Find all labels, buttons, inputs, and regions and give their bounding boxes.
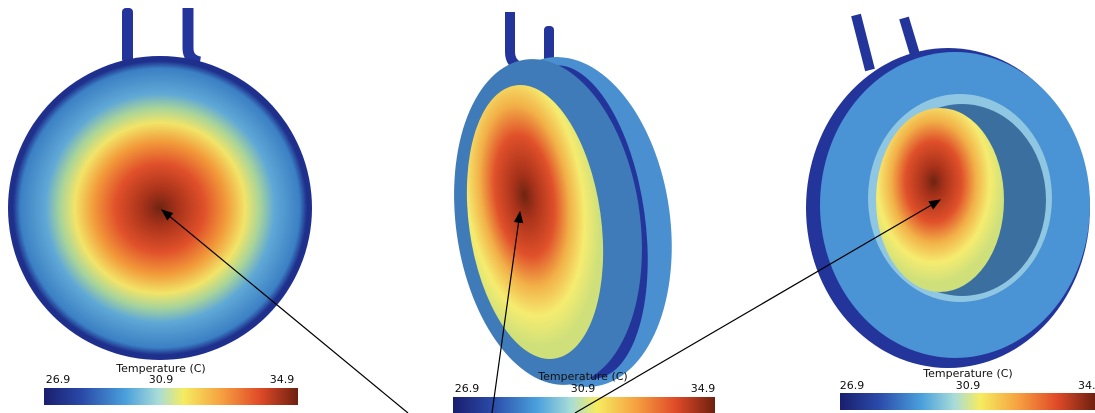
colorbar-tick: 30.9 — [956, 379, 981, 392]
colorbar-tick: 26.9 — [840, 379, 865, 392]
panel-back: Temperature (C) 26.9 30.9 34.9 — [806, 15, 1095, 410]
colorbar-tick: 30.9 — [149, 373, 174, 386]
colorbar-tick: 34.9 — [1078, 379, 1095, 392]
colorbar-tick: 34.9 — [270, 373, 295, 386]
colorbar-tick: 30.9 — [571, 382, 596, 395]
colorbar-tick: 34.9 — [691, 382, 716, 395]
colorbar: Temperature (C) 26.9 30.9 34.9 — [44, 362, 298, 405]
colorbar: Temperature (C) 26.9 30.9 34.9 — [840, 367, 1095, 410]
colorbar-tick: 26.9 — [455, 382, 480, 395]
colorbar-tick: 26.9 — [46, 373, 71, 386]
figure: Temperature (C) 26.9 30.9 34.9 Temperatu… — [0, 0, 1095, 413]
panel-front: Temperature (C) 26.9 30.9 34.9 — [8, 8, 312, 405]
panel-oblique: Temperature (C) 26.9 30.9 34.9 — [434, 12, 715, 413]
